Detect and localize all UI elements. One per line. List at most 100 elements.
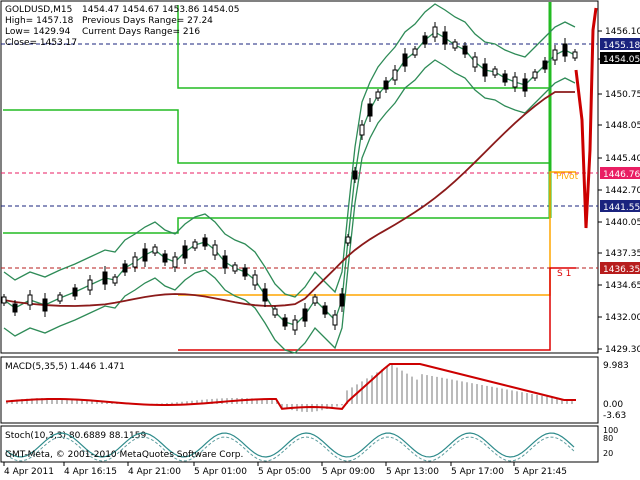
macd-histogram-bar	[541, 395, 543, 404]
pivot-label: Pivot	[556, 172, 579, 182]
price-tick-label: 1456.10	[605, 27, 640, 37]
macd-histogram-bar	[266, 399, 268, 404]
stoch-title: Stoch(10,3,3) 80.6889 88.1159	[5, 431, 146, 441]
macd-indicator	[5, 363, 576, 412]
candle-body	[232, 264, 238, 272]
candle-body	[72, 287, 78, 297]
candle-body	[42, 298, 48, 312]
candle-body	[552, 49, 558, 61]
time-tick-label: 4 Apr 2011	[4, 467, 54, 477]
macd-histogram-bar	[366, 378, 368, 404]
moving-average	[3, 91, 575, 307]
macd-histogram-bar	[186, 401, 188, 404]
macd-histogram-bar	[421, 374, 423, 404]
candle-body	[432, 26, 438, 38]
candle-body	[212, 244, 218, 256]
stoch-tick-20: 20	[603, 449, 613, 458]
price-candles	[1, 22, 578, 335]
candle-body	[339, 293, 345, 307]
candle-body	[172, 256, 178, 268]
price-tags: 1455.18 1454.05 1446.76 1441.55 1436.35	[600, 38, 640, 275]
price-tag-label: 1436.35	[603, 265, 640, 275]
macd-histogram-bar	[506, 389, 508, 404]
ohlc-values: 1454.47 1454.67 1453.86 1454.05	[82, 5, 239, 15]
macd-tick-min: -3.63	[603, 411, 626, 421]
macd-histogram-bar	[396, 367, 398, 404]
macd-histogram-bar	[326, 404, 328, 410]
macd-histogram-bar	[341, 404, 343, 406]
macd-histogram-bar	[76, 399, 78, 404]
time-tick-label: 4 Apr 16:15	[64, 467, 117, 477]
macd-histogram-bar	[46, 398, 48, 404]
macd-histogram-bar	[431, 375, 433, 404]
macd-histogram-bar	[331, 404, 333, 408]
stoch-tick-80: 80	[603, 434, 613, 443]
macd-histogram-bar	[451, 379, 453, 404]
macd-histogram-bar	[101, 401, 103, 404]
macd-histogram-bar	[551, 397, 553, 404]
macd-histogram-bar	[206, 399, 208, 404]
candle-body	[542, 60, 548, 70]
stoch-tick-100: 100	[603, 426, 618, 435]
candle-body	[242, 267, 248, 277]
time-tick-label: 4 Apr 21:00	[128, 467, 181, 477]
candle-body	[292, 319, 298, 331]
macd-tick-max: 9.983	[603, 361, 629, 371]
candle-body	[152, 246, 158, 254]
day-high-line	[177, 5, 550, 89]
time-tick-label: 5 Apr 17:00	[451, 467, 504, 477]
macd-histogram-bar	[531, 393, 533, 404]
main-panel-frame	[0, 0, 599, 354]
price-tick-label: 1450.75	[605, 90, 640, 100]
macd-histogram-bar	[86, 400, 88, 404]
candle-body	[132, 256, 138, 268]
macd-histogram-bar	[486, 385, 488, 404]
candle-body	[87, 279, 93, 291]
candle-body	[522, 78, 528, 92]
macd-histogram-bar	[26, 398, 28, 404]
stoch-main-line	[5, 432, 575, 458]
candle-body	[332, 314, 338, 326]
macd-histogram-bar	[286, 404, 288, 409]
candle-body	[383, 80, 389, 90]
stochastic-indicator	[5, 432, 575, 462]
price-tag-box	[600, 52, 640, 64]
macd-histogram-bar	[36, 398, 38, 404]
macd-histogram-bar	[256, 398, 258, 404]
macd-histogram-bar	[81, 399, 83, 404]
price-tick-label: 1448.05	[605, 121, 640, 131]
time-tick-label: 5 Apr 01:00	[194, 467, 247, 477]
candle-body	[512, 76, 518, 88]
stoch-signal-line	[5, 436, 575, 462]
macd-histogram-bar	[371, 375, 373, 404]
candle-body	[352, 170, 358, 180]
candle-body	[272, 308, 278, 316]
price-tick-label: 1442.70	[605, 186, 640, 196]
low-value: Low= 1429.94	[5, 27, 71, 37]
macd-histogram-bar	[66, 398, 68, 404]
symbol-label: GOLDUSD,M15	[5, 5, 72, 15]
macd-histogram-bar	[481, 384, 483, 404]
ma-line	[3, 91, 575, 307]
macd-histogram-bar	[476, 384, 478, 404]
candle-body	[162, 253, 168, 263]
candle-body	[12, 303, 18, 313]
price-tick-label: 1429.30	[605, 345, 640, 355]
price-tick-label: 1437.35	[605, 249, 640, 259]
price-axis: 1456.101453.451450.751448.051445.401442.…	[598, 27, 640, 355]
macd-histogram-bar	[381, 369, 383, 404]
prev-days-range: Previous Days Range= 27.24	[82, 16, 213, 26]
price-tick-label: 1445.40	[605, 154, 640, 164]
macd-histogram-bar	[466, 382, 468, 404]
candle-body	[262, 288, 268, 302]
time-axis: 4 Apr 2011 4 Apr 16:15 4 Apr 21:00 5 Apr 01…	[3, 462, 567, 477]
candle-body	[532, 71, 538, 79]
macd-histogram-bar	[246, 398, 248, 404]
macd-histogram-bar	[71, 398, 73, 404]
macd-histogram-bar	[166, 403, 168, 404]
current-days-range: Current Days Range= 216	[82, 27, 200, 37]
macd-histogram-bar	[201, 399, 203, 404]
bollinger-upper	[3, 3, 576, 298]
macd-histogram-bar	[176, 402, 178, 404]
